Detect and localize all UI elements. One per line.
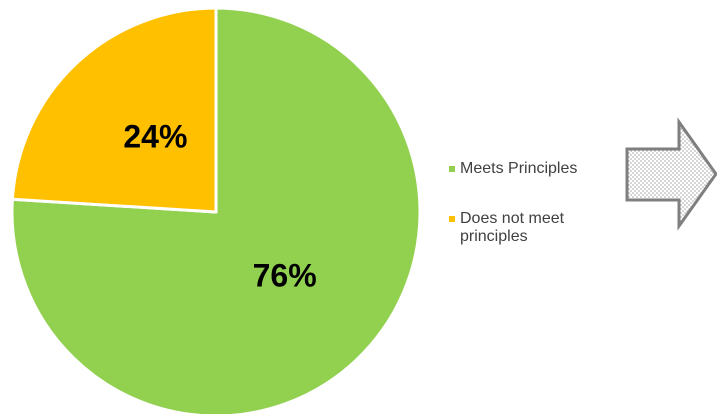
legend-label-meets: Meets Principles [460, 160, 578, 177]
pie-slices [10, 6, 422, 414]
legend-item-does-not-meet: Does not meet principles [449, 210, 624, 246]
chart-legend: Meets Principles Does not meet principle… [449, 160, 624, 246]
legend-swatch-meets [449, 166, 455, 172]
pie-data-labels: 76% 24% [123, 119, 316, 294]
right-arrow-icon [625, 117, 717, 231]
legend-item-meets: Meets Principles [449, 160, 624, 178]
legend-swatch-does-not-meet [449, 216, 455, 222]
pie-slice-does-not-meet [10, 6, 218, 214]
legend-label-does-not-meet: Does not meet principles [460, 210, 565, 245]
pie-label-meets: 76% [253, 257, 317, 293]
pie-label-does-not-meet: 24% [123, 119, 187, 155]
